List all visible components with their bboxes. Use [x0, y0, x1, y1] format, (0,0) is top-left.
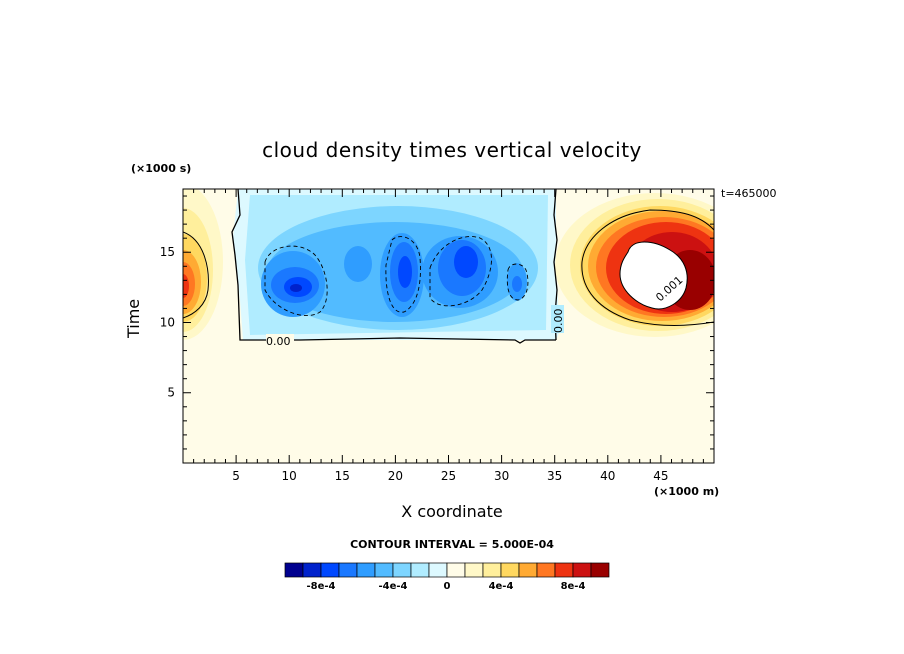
contour-001: [619, 241, 688, 310]
colorbar-swatch: [320, 562, 340, 578]
colorbar-tick-label: 0: [444, 581, 451, 592]
x-tick-label: 45: [653, 469, 668, 483]
colorbar-tick-label: 8e-4: [561, 581, 586, 592]
contour-interval-label: CONTOUR INTERVAL = 5.000E-04: [350, 538, 554, 551]
x-tick-label: 5: [232, 469, 240, 483]
x-axis-label: X coordinate: [401, 502, 503, 521]
colorbar-swatch: [392, 562, 412, 578]
x-tick-label: 35: [547, 469, 562, 483]
colorbar-swatch: [338, 562, 358, 578]
colorbar-swatch: [554, 562, 574, 578]
x-tick-label: 20: [388, 469, 403, 483]
colorbar-swatch: [572, 562, 592, 578]
colorbar-tick-label: 4e-4: [489, 581, 514, 592]
x-tick-label: 40: [600, 469, 615, 483]
plot-area: 0.00 0.00 0.001: [183, 189, 714, 463]
colorbar-swatch: [464, 562, 484, 578]
x-axis-unit: (×1000 m): [654, 485, 720, 498]
x-tick-label: 15: [335, 469, 350, 483]
contour-right-outer: [581, 209, 714, 326]
y-tick-label: 15: [160, 245, 175, 259]
colorbar-swatch: [536, 562, 556, 578]
saturated-region: [620, 242, 688, 309]
colorbar-swatch: [428, 562, 448, 578]
x-tick-label: 25: [441, 469, 456, 483]
timestamp-label: t=465000: [721, 187, 777, 200]
colorbar: -8e-4 -4e-4 0 4e-4 8e-4: [284, 562, 610, 592]
dashed-contour-2: [385, 236, 421, 313]
x-tick-label: 30: [494, 469, 509, 483]
contour-label-zero-right: 0.00: [552, 309, 565, 334]
colorbar-swatch: [302, 562, 322, 578]
chart-title: cloud density times vertical velocity: [262, 138, 642, 162]
dashed-contour-3: [429, 236, 492, 307]
negative-region: [233, 189, 560, 340]
colorbar-swatch: [374, 562, 394, 578]
contour-left-edge: [183, 231, 209, 319]
y-axis: 5 10 15: [160, 195, 714, 450]
colorbar-swatch: [446, 562, 466, 578]
colorbar-swatch: [284, 562, 304, 578]
colorbar-swatch: [590, 562, 610, 578]
dashed-contour-4: [506, 263, 529, 301]
y-tick-label: 10: [160, 315, 175, 329]
y-axis-unit: (×1000 s): [131, 162, 192, 175]
left-warm-patch: [183, 189, 223, 340]
colorbar-swatch: [482, 562, 502, 578]
y-tick-label: 5: [167, 386, 175, 400]
colorbar-tick-label: -4e-4: [379, 581, 408, 592]
colorbar-tick-label: -8e-4: [307, 581, 336, 592]
contour-label-zero-bottom: 0.00: [266, 335, 291, 348]
colorbar-swatch: [500, 562, 520, 578]
right-warm-patch: [555, 193, 714, 337]
x-axis: 5 10 15 20 25 30 35 40 45: [193, 189, 704, 483]
x-tick-label: 10: [282, 469, 297, 483]
dashed-contour-1: [264, 245, 328, 317]
colorbar-swatch: [410, 562, 430, 578]
colorbar-swatch: [356, 562, 376, 578]
colorbar-swatch: [518, 562, 538, 578]
